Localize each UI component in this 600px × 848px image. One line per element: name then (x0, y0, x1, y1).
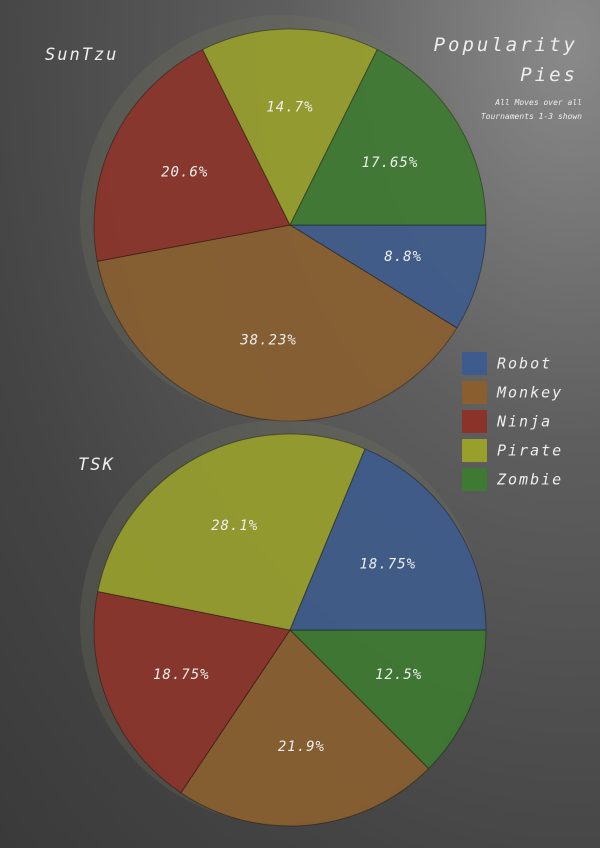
legend-swatch (462, 410, 487, 433)
pie-slice (97, 433, 366, 631)
value-label: 8.8% (384, 249, 422, 265)
pie-slice (289, 448, 487, 631)
pie-slice (180, 629, 430, 827)
pie-slice (93, 590, 291, 794)
pie-slice (288, 224, 487, 329)
value-label: 12.5% (375, 667, 422, 683)
legend-label: Monkey (496, 384, 563, 402)
legend-swatch (462, 439, 487, 462)
value-label: 20.6% (161, 165, 208, 181)
value-label: 28.1% (211, 518, 258, 534)
value-label: 17.65% (362, 155, 419, 171)
value-label: 14.7% (266, 99, 313, 115)
value-label: 38.23% (239, 333, 297, 349)
legend-label: Ninja (496, 413, 552, 431)
legend-label: Pirate (497, 442, 563, 460)
legend-swatch (462, 381, 487, 404)
legend-label: Zombie (496, 471, 563, 489)
legend-label: Robot (497, 355, 552, 373)
value-label: 18.75% (359, 557, 416, 573)
pie-slice (93, 48, 291, 262)
subtitle: All Moves over all Tournaments 1-3 shown (480, 98, 582, 121)
pie-slice (289, 48, 487, 226)
pie-slice (96, 224, 458, 422)
value-label: 18.75% (153, 667, 210, 683)
legend-swatch (462, 468, 487, 491)
legend-swatch (462, 352, 487, 375)
pie-slice (201, 28, 378, 227)
pie-slice (288, 629, 487, 770)
pie-title: TSK (78, 455, 115, 475)
value-label: 21.9% (278, 739, 325, 755)
pie-title: SunTzu (45, 45, 118, 65)
title: Popularity Pies (433, 34, 578, 86)
